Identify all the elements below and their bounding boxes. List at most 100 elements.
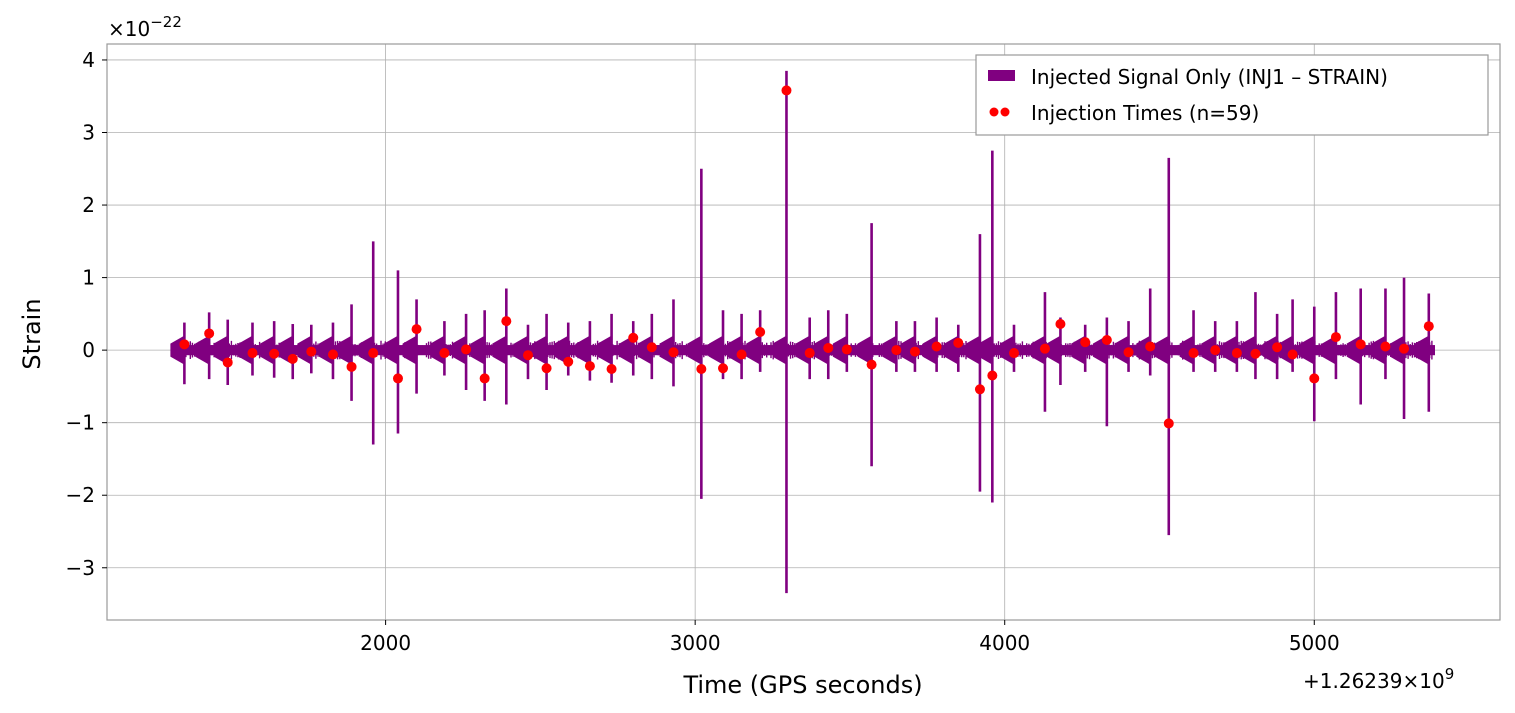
signal-ringdown — [575, 335, 590, 365]
injection-marker — [327, 349, 338, 360]
legend-label-markers: Injection Times (n=59) — [1031, 101, 1259, 125]
injection-marker — [987, 370, 998, 381]
injection-marker — [392, 373, 403, 384]
x-offset-label: +1.26239×109 — [1303, 665, 1454, 693]
x-offset-exponent: 9 — [1445, 665, 1455, 683]
signal-ringdown — [922, 335, 937, 365]
signal-series — [170, 70, 1435, 594]
signal-ringdown — [1371, 335, 1386, 365]
signal-ringdown — [900, 335, 915, 365]
signal-ringdown — [637, 335, 652, 365]
signal-ringdown — [337, 335, 352, 365]
injection-marker — [1355, 339, 1366, 350]
injection-marker — [461, 344, 472, 355]
legend-swatch-signal — [988, 70, 1015, 81]
injection-marker — [1380, 341, 1391, 352]
signal-ringdown — [659, 335, 674, 365]
signal-ringdown — [882, 335, 897, 365]
injection-marker — [411, 324, 422, 335]
y-tick-label: 3 — [82, 121, 95, 145]
signal-ringdown — [1222, 335, 1237, 365]
signal-ringdown — [1030, 335, 1045, 365]
signal-ringdown — [1046, 335, 1061, 365]
injection-marker — [1039, 343, 1050, 354]
injection-marker — [953, 337, 964, 348]
x-tick-label: 4000 — [979, 631, 1030, 655]
signal-ringdown — [1179, 335, 1194, 365]
injection-marker — [1163, 418, 1174, 429]
injection-marker — [606, 363, 617, 374]
injection-marker — [1250, 348, 1261, 359]
injection-marker — [931, 341, 942, 352]
injection-marker — [306, 346, 317, 357]
injection-marker — [287, 353, 298, 364]
signal-ringdown — [238, 335, 253, 365]
injection-marker — [1399, 343, 1410, 354]
injection-marker — [1123, 347, 1134, 358]
signal-ringdown — [260, 335, 275, 365]
signal-ringdown — [772, 335, 787, 365]
x-axis-label: Time (GPS seconds) — [682, 671, 922, 699]
injection-marker — [841, 344, 852, 355]
injection-marker — [646, 342, 657, 353]
injection-marker — [1272, 342, 1283, 353]
signal-ringdown — [383, 335, 398, 365]
injection-marker — [1080, 337, 1091, 348]
injection-marker — [909, 346, 920, 357]
y-axis-label: Strain — [18, 298, 46, 369]
injection-marker — [1188, 348, 1199, 359]
y-scale-factor: ×10−22 — [108, 13, 182, 41]
x-ticks: 2000 3000 4000 5000 — [360, 620, 1340, 655]
x-tick-label: 2000 — [360, 631, 411, 655]
injection-marker — [781, 85, 792, 96]
y-scale-exponent: −22 — [150, 13, 182, 31]
y-tick-label: −3 — [66, 556, 95, 580]
injection-marker — [204, 328, 215, 339]
injection-marker — [1330, 332, 1341, 343]
y-tick-label: 2 — [82, 193, 95, 217]
injection-marker — [439, 348, 450, 359]
injection-marker — [718, 363, 729, 374]
x-offset-times: ×10 — [1402, 669, 1444, 693]
injection-marker — [1287, 349, 1298, 360]
injection-marker — [1309, 373, 1320, 384]
signal-ringdown — [978, 335, 993, 365]
signal-ringdown — [965, 335, 980, 365]
legend: Injected Signal Only (INJ1 – STRAIN) Inj… — [975, 54, 1489, 136]
signal-ringdown — [470, 335, 485, 365]
y-scale-base: ×10 — [108, 17, 150, 41]
injection-marker — [1008, 348, 1019, 359]
signal-ringdown — [814, 335, 829, 365]
signal-ringdown — [1414, 335, 1429, 365]
injection-marker — [1231, 348, 1242, 359]
signal-ringdown — [195, 335, 210, 365]
injection-marker — [1055, 319, 1066, 330]
injection-marker — [247, 348, 258, 359]
y-tick-label: 0 — [82, 338, 95, 362]
y-tick-label: −1 — [66, 411, 95, 435]
legend-marker-dot — [1000, 107, 1010, 117]
injection-marker — [522, 350, 533, 361]
injection-marker — [1423, 321, 1434, 332]
signal-ringdown — [1136, 335, 1151, 365]
plot-background — [107, 44, 1500, 620]
injection-marker — [866, 359, 877, 370]
y-tick-label: −2 — [66, 483, 95, 507]
signal-ringdown — [1201, 335, 1216, 365]
signal-ringdown — [297, 335, 312, 365]
signal-ringdown — [213, 335, 228, 365]
plot-frame — [106, 43, 1501, 621]
signal-ringdown — [999, 335, 1014, 365]
injection-marker — [1210, 345, 1221, 356]
signal-ringdown — [532, 335, 547, 365]
signal-ringdown — [687, 335, 702, 365]
signal-ringdown — [709, 335, 724, 365]
y-ticks: −3 −2 −1 0 1 2 3 4 — [66, 48, 107, 580]
injection-marker — [1145, 341, 1156, 352]
signal-ringdown — [619, 335, 634, 365]
y-tick-label: 1 — [82, 266, 95, 290]
signal-ringdown — [746, 335, 761, 365]
injection-marker — [541, 363, 552, 374]
injection-marker — [563, 356, 574, 367]
